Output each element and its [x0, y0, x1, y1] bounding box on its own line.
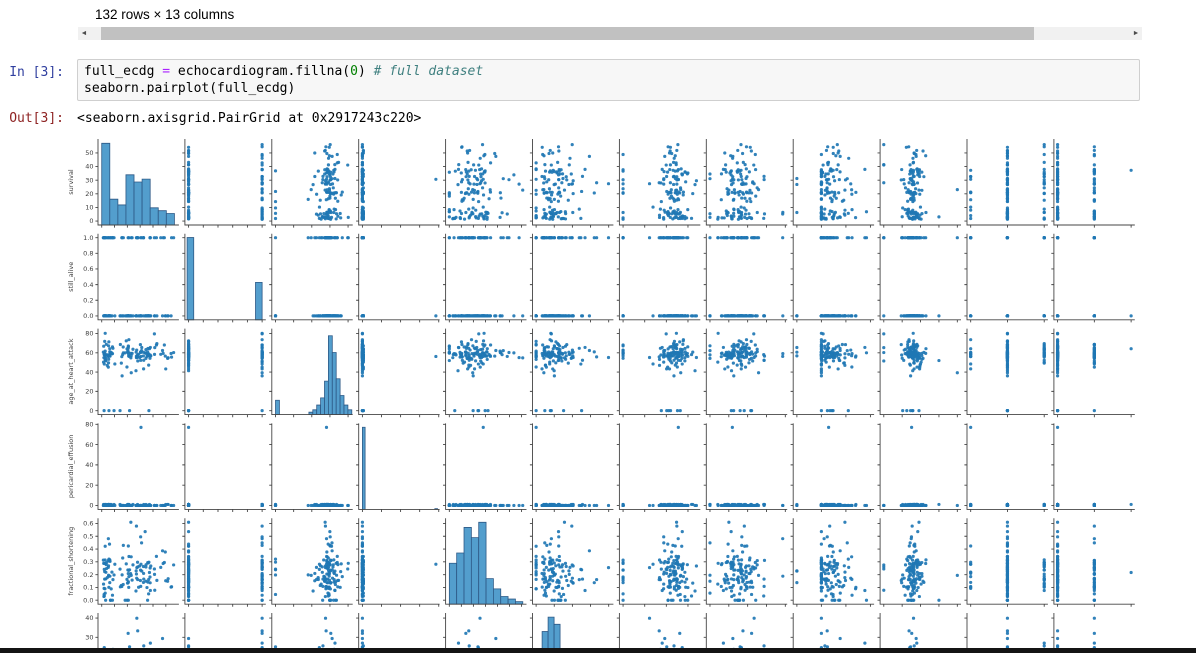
window-edge-bar — [0, 648, 1196, 653]
